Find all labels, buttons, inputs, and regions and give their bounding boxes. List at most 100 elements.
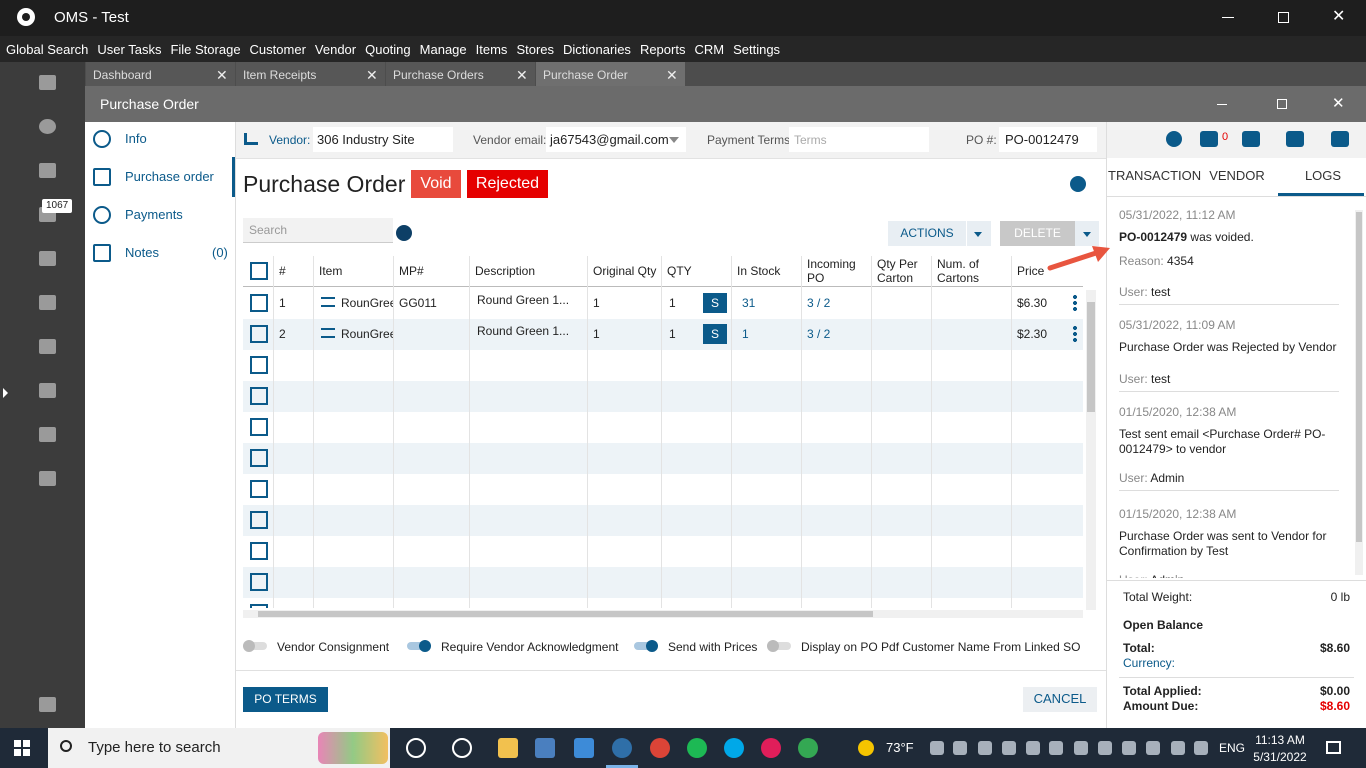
menu-item[interactable]: File Storage: [170, 42, 241, 57]
row-checkbox[interactable]: [250, 356, 268, 374]
nav-label[interactable]: Payments: [125, 207, 183, 222]
row-checkbox[interactable]: [250, 542, 268, 560]
tray-icon[interactable]: [930, 741, 944, 755]
toggle-track[interactable]: [767, 642, 791, 650]
panel-close[interactable]: ✕: [1332, 95, 1345, 112]
menu-item[interactable]: Reports: [639, 42, 686, 57]
header-checkbox[interactable]: [250, 262, 268, 280]
stock-flag-box[interactable]: [703, 324, 727, 344]
start-button[interactable]: [14, 740, 30, 756]
menu-item[interactable]: Items: [475, 42, 508, 57]
toolbar-icon[interactable]: [1331, 131, 1349, 147]
tray-icon[interactable]: [1074, 741, 1088, 755]
taskbar-app[interactable]: [498, 738, 518, 758]
restore-button[interactable]: [1278, 12, 1289, 23]
stock-flag-box[interactable]: [703, 293, 727, 313]
menu-item[interactable]: Quoting: [365, 42, 411, 57]
taskbar-app[interactable]: [612, 738, 632, 758]
nav-label[interactable]: Notes: [125, 245, 159, 260]
taskbar-app[interactable]: [724, 738, 744, 758]
menu-item[interactable]: Customer: [249, 42, 306, 57]
right-tab[interactable]: LOGS: [1304, 168, 1342, 183]
taskbar-app[interactable]: [535, 738, 555, 758]
toolbar-icon[interactable]: [1286, 131, 1304, 147]
row-checkbox[interactable]: [250, 604, 268, 608]
taskbar-app[interactable]: [687, 738, 707, 758]
tray-icon[interactable]: [1049, 741, 1063, 755]
menu-item[interactable]: CRM: [694, 42, 725, 57]
row-checkbox[interactable]: [250, 480, 268, 498]
menu-item[interactable]: Global Search: [6, 42, 89, 57]
row-checkbox[interactable]: [250, 325, 268, 343]
toolbar-icon[interactable]: [1200, 131, 1218, 147]
right-tab[interactable]: TRANSACTION: [1108, 168, 1202, 183]
nav-label[interactable]: Info: [125, 131, 147, 146]
toggle-track[interactable]: [243, 642, 267, 650]
tab[interactable]: [236, 62, 385, 86]
taskbar-app[interactable]: [574, 738, 594, 758]
tray-icon[interactable]: [1098, 741, 1112, 755]
search-input[interactable]: [243, 218, 393, 243]
row-checkbox[interactable]: [250, 449, 268, 467]
sidebar-icon[interactable]: [39, 163, 56, 178]
delete-button[interactable]: [1000, 221, 1075, 246]
row-menu[interactable]: [1073, 294, 1077, 312]
sidebar-icon[interactable]: [39, 697, 56, 712]
tab[interactable]: [86, 62, 235, 86]
notification-icon[interactable]: [1326, 741, 1341, 754]
tray-icon[interactable]: [1002, 741, 1016, 755]
row-menu[interactable]: [1073, 325, 1077, 343]
tray-icon[interactable]: [1146, 741, 1160, 755]
menu-item[interactable]: Dictionaries: [563, 42, 631, 57]
taskbar-app[interactable]: [650, 738, 670, 758]
tray-icon[interactable]: [1026, 741, 1040, 755]
tab-close[interactable]: ✕: [516, 67, 528, 83]
tab-close[interactable]: ✕: [216, 67, 228, 83]
sidebar-icon[interactable]: [39, 383, 56, 398]
row-checkbox[interactable]: [250, 573, 268, 591]
sidebar-icon[interactable]: [39, 427, 56, 442]
tab[interactable]: [386, 62, 535, 86]
email-input[interactable]: [546, 127, 686, 152]
minimize-button[interactable]: [1222, 17, 1234, 18]
sidebar-icon[interactable]: [39, 339, 56, 354]
taskbar-app[interactable]: [761, 738, 781, 758]
tray-icon[interactable]: [1194, 741, 1208, 755]
tab-close[interactable]: ✕: [666, 67, 678, 83]
nav-label[interactable]: Purchase order: [125, 169, 214, 184]
settings-gear[interactable]: [1070, 176, 1086, 192]
toolbar-icon[interactable]: [1166, 131, 1182, 147]
taskbar-app[interactable]: [452, 738, 472, 758]
menu-item[interactable]: Vendor: [314, 42, 357, 57]
sidebar-icon[interactable]: [39, 295, 56, 310]
right-tab[interactable]: VENDOR: [1209, 168, 1265, 183]
cancel-button[interactable]: [1023, 687, 1097, 712]
row-checkbox[interactable]: [250, 294, 268, 312]
actions-button[interactable]: [888, 221, 966, 246]
po-input[interactable]: [999, 127, 1097, 152]
close-button[interactable]: ✕: [1332, 8, 1346, 25]
tab[interactable]: [536, 62, 685, 86]
menu-item[interactable]: User Tasks: [97, 42, 162, 57]
terms-input[interactable]: [789, 127, 929, 152]
menu-item[interactable]: Settings: [733, 42, 781, 57]
menu-item[interactable]: Stores: [516, 42, 555, 57]
toolbar-icon[interactable]: [1242, 131, 1260, 147]
sidebar-icon[interactable]: [39, 251, 56, 266]
row-checkbox[interactable]: [250, 511, 268, 529]
sidebar-icon[interactable]: [39, 75, 56, 90]
row-checkbox[interactable]: [250, 418, 268, 436]
taskbar-app[interactable]: [798, 738, 818, 758]
menu-item[interactable]: Manage: [419, 42, 467, 57]
vendor-input[interactable]: [313, 127, 453, 152]
tray-icon[interactable]: [953, 741, 967, 755]
po-terms-button[interactable]: [243, 687, 328, 712]
sidebar-icon[interactable]: [39, 119, 56, 134]
taskbar-app[interactable]: [406, 738, 426, 758]
tray-icon[interactable]: [1122, 741, 1136, 755]
sidebar-icon[interactable]: [39, 471, 56, 486]
panel-minimize[interactable]: [1217, 104, 1227, 105]
search-clear[interactable]: [396, 225, 412, 241]
row-checkbox[interactable]: [250, 387, 268, 405]
panel-restore[interactable]: [1277, 99, 1287, 109]
